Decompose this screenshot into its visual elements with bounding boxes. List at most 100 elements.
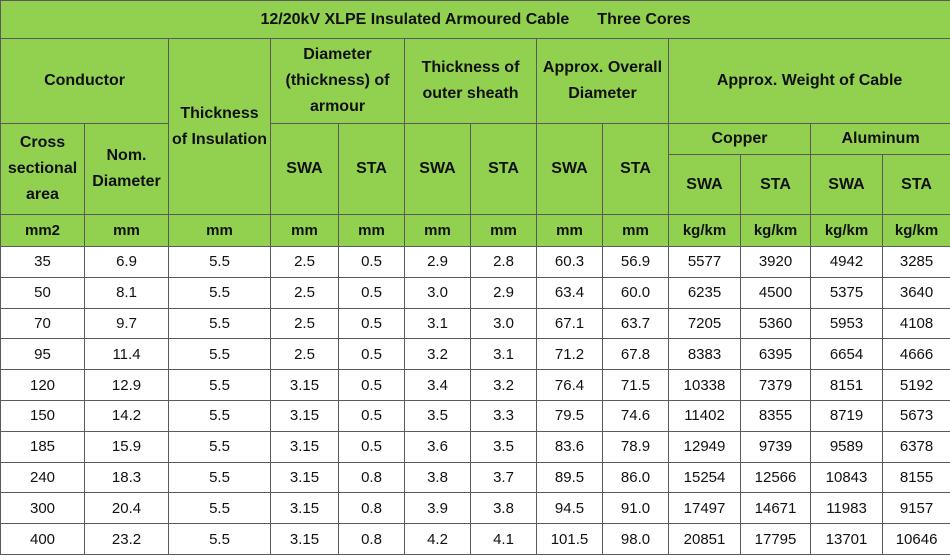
- table-cell: 60.0: [602, 276, 669, 309]
- table-cell: 3.8: [404, 461, 471, 494]
- table-cell: 5.5: [168, 430, 271, 463]
- table-cell: 8719: [810, 399, 883, 432]
- table-cell: 185: [0, 430, 85, 463]
- table-row: 120 12.9 5.5 3.15 0.5 3.4 3.2 76.4 71.5 10338 7379…: [0, 369, 950, 401]
- table-cell: 8383: [668, 338, 741, 371]
- table-cell: 4500: [740, 276, 811, 309]
- unit-cell: mm: [404, 214, 471, 247]
- table-cell: 3.6: [404, 430, 471, 463]
- table-cell: 20851: [668, 523, 741, 555]
- table-cell: 17795: [740, 523, 811, 555]
- table-cell: 12566: [740, 461, 811, 494]
- table-cell: 5673: [881, 399, 950, 432]
- table-cell: 0.8: [338, 461, 405, 494]
- table-cell: 3920: [740, 246, 811, 278]
- title-row: 12/20kV XLPE Insulated Armoured Cable Thr…: [0, 0, 950, 39]
- table-cell: 8.1: [84, 276, 169, 309]
- unit-cell: mm: [168, 214, 271, 247]
- unit-cell: mm: [338, 214, 405, 247]
- table-cell: 4108: [881, 307, 950, 340]
- header-aluminum: Aluminum: [809, 123, 950, 155]
- header-armour-sta: STA: [338, 123, 405, 215]
- table-cell: 12.9: [84, 369, 169, 401]
- table-cell: 18.3: [84, 461, 169, 494]
- table-cell: 4.2: [404, 523, 471, 555]
- header-overall-swa: SWA: [536, 123, 603, 215]
- header-row-2: Cross sectional area Nom. Diameter SWA S…: [0, 123, 950, 215]
- table-cell: 0.5: [338, 369, 405, 401]
- table-cell: 2.5: [270, 307, 339, 340]
- table-cell: 74.6: [602, 399, 669, 432]
- table-row: 70 9.7 5.5 2.5 0.5 3.1 3.0 67.1 63.7 7205 5360 5953…: [0, 307, 950, 340]
- table-cell: 150: [0, 399, 85, 432]
- table-cell: 5577: [668, 246, 741, 278]
- table-cell: 10338: [668, 369, 741, 401]
- table-cell: 10843: [810, 461, 883, 494]
- table-cell: 63.7: [602, 307, 669, 340]
- table-cell: 9157: [881, 492, 950, 525]
- header-aluminum-sta: STA: [881, 154, 950, 215]
- table-row: 50 8.1 5.5 2.5 0.5 3.0 2.9 63.4 60.0 6235 4500 5375…: [0, 276, 950, 309]
- header-sheath-swa: SWA: [404, 123, 471, 215]
- table-cell: 4942: [810, 246, 883, 278]
- table-cell: 78.9: [602, 430, 669, 463]
- table-cell: 2.8: [470, 246, 537, 278]
- table-cell: 5.5: [168, 399, 271, 432]
- table-cell: 3.0: [404, 276, 471, 309]
- table-cell: 5953: [810, 307, 883, 340]
- header-row-1: Conductor Thickness of Insulation Diamet…: [0, 38, 950, 215]
- header-thickness-insulation: Thickness of Insulation: [168, 38, 271, 215]
- table-cell: 3.15: [270, 369, 339, 401]
- header-armour-swa: SWA: [270, 123, 339, 215]
- table-cell: 8155: [881, 461, 950, 494]
- header-row-3: SWA STA SWA STA: [1, 154, 950, 215]
- table-cell: 71.2: [536, 338, 603, 371]
- table-cell: 7205: [668, 307, 741, 340]
- table-cell: 63.4: [536, 276, 603, 309]
- unit-cell: mm: [84, 214, 169, 247]
- table-cell: 86.0: [602, 461, 669, 494]
- table-cell: 5.5: [168, 246, 271, 278]
- table-cell: 0.5: [338, 307, 405, 340]
- table-cell: 79.5: [536, 399, 603, 432]
- table-cell: 23.2: [84, 523, 169, 555]
- table-cell: 94.5: [536, 492, 603, 525]
- table-cell: 3.15: [270, 461, 339, 494]
- table-cell: 400: [0, 523, 85, 555]
- data-rows: 35 6.9 5.5 2.5 0.5 2.9 2.8 60.3 56.9 5577 3920 4942…: [0, 246, 950, 555]
- header-aluminum-swa: SWA: [810, 154, 883, 215]
- unit-cell: mm: [270, 214, 339, 247]
- unit-cell: mm: [602, 214, 669, 247]
- table-cell: 7379: [740, 369, 811, 401]
- table-cell: 0.5: [338, 338, 405, 371]
- title-main: 12/20kV XLPE Insulated Armoured Cable: [260, 10, 570, 28]
- table-cell: 5.5: [168, 523, 271, 555]
- table-cell: 14.2: [84, 399, 169, 432]
- table-cell: 5.5: [168, 338, 271, 371]
- table-cell: 3.15: [270, 523, 339, 555]
- table-cell: 6235: [668, 276, 741, 309]
- table-cell: 3.4: [404, 369, 471, 401]
- table-cell: 5.5: [168, 307, 271, 340]
- table-cell: 76.4: [536, 369, 603, 401]
- table-row: 300 20.4 5.5 3.15 0.8 3.9 3.8 94.5 91.0 17497 1467…: [0, 492, 950, 525]
- table-cell: 3.15: [270, 430, 339, 463]
- table-cell: 9739: [740, 430, 811, 463]
- table-cell: 2.9: [470, 276, 537, 309]
- table-cell: 67.8: [602, 338, 669, 371]
- table-cell: 4.1: [470, 523, 537, 555]
- header-copper-swa: SWA: [668, 154, 741, 215]
- header-copper: Copper: [668, 123, 811, 155]
- table-cell: 6395: [740, 338, 811, 371]
- table-cell: 60.3: [536, 246, 603, 278]
- table-cell: 5.5: [168, 369, 271, 401]
- table-cell: 3.15: [270, 492, 339, 525]
- table-cell: 3640: [881, 276, 950, 309]
- table-cell: 240: [0, 461, 85, 494]
- table-cell: 6654: [810, 338, 883, 371]
- table-body: 12/20kV XLPE Insulated Armoured Cable Thr…: [0, 0, 950, 247]
- table-cell: 2.5: [270, 246, 339, 278]
- table-cell: 2.5: [270, 276, 339, 309]
- header-overall-sta: STA: [602, 123, 669, 215]
- header-nom-diameter: Nom. Diameter: [84, 123, 169, 215]
